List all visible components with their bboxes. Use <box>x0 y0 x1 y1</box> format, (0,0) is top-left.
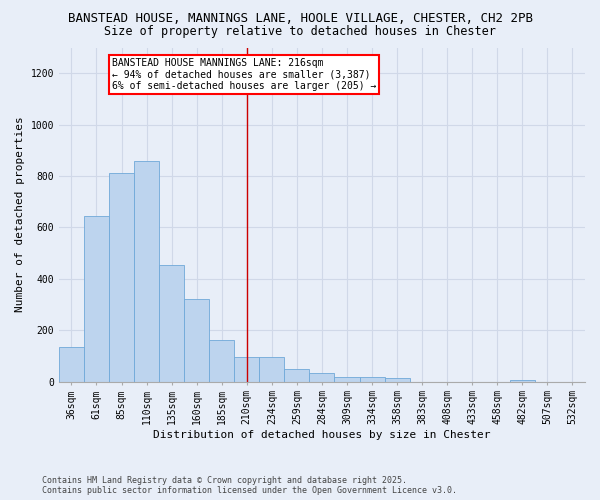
Text: Contains HM Land Registry data © Crown copyright and database right 2025.
Contai: Contains HM Land Registry data © Crown c… <box>42 476 457 495</box>
Bar <box>234 357 259 382</box>
Y-axis label: Number of detached properties: Number of detached properties <box>15 116 25 312</box>
Bar <box>134 160 159 382</box>
Bar <box>310 372 334 382</box>
Bar <box>84 216 109 382</box>
Bar <box>359 377 385 382</box>
Text: BANSTEAD HOUSE, MANNINGS LANE, HOOLE VILLAGE, CHESTER, CH2 2PB: BANSTEAD HOUSE, MANNINGS LANE, HOOLE VIL… <box>67 12 533 26</box>
Bar <box>334 377 359 382</box>
Bar <box>184 300 209 382</box>
Text: BANSTEAD HOUSE MANNINGS LANE: 216sqm
← 94% of detached houses are smaller (3,387: BANSTEAD HOUSE MANNINGS LANE: 216sqm ← 9… <box>112 58 376 90</box>
X-axis label: Distribution of detached houses by size in Chester: Distribution of detached houses by size … <box>153 430 491 440</box>
Bar <box>109 174 134 382</box>
Bar <box>284 368 310 382</box>
Bar <box>385 378 410 382</box>
Bar <box>510 380 535 382</box>
Bar <box>159 264 184 382</box>
Text: Size of property relative to detached houses in Chester: Size of property relative to detached ho… <box>104 25 496 38</box>
Bar <box>59 347 84 382</box>
Bar <box>259 357 284 382</box>
Bar <box>209 340 234 382</box>
